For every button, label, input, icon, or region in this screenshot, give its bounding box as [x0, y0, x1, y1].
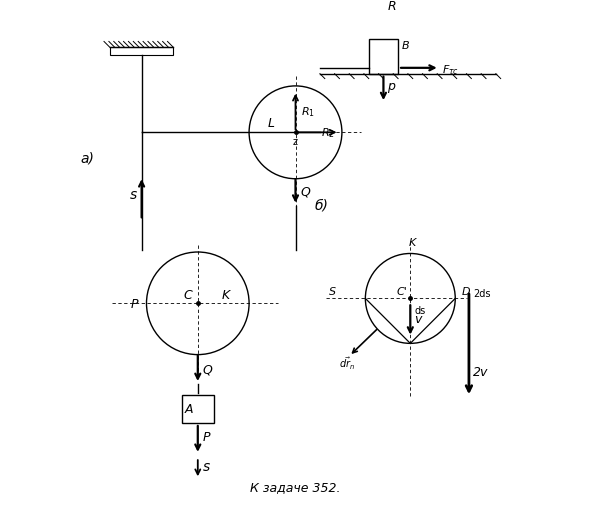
Text: P: P — [203, 430, 210, 443]
Text: P: P — [131, 297, 138, 311]
Text: D: D — [462, 286, 470, 296]
Text: К задаче 352.: К задаче 352. — [250, 480, 341, 493]
Text: K: K — [221, 289, 229, 302]
Text: Q: Q — [203, 363, 213, 375]
Text: $R_1$: $R_1$ — [301, 105, 316, 118]
Text: v: v — [414, 312, 421, 325]
Text: z: z — [293, 137, 298, 147]
Text: S: S — [329, 286, 336, 296]
Text: p: p — [387, 80, 395, 93]
Text: K: K — [408, 237, 416, 247]
Text: C: C — [183, 289, 192, 302]
Text: s: s — [129, 188, 137, 202]
Text: 2ds: 2ds — [473, 288, 491, 298]
Text: $R_2$: $R_2$ — [321, 126, 335, 139]
Text: C': C' — [397, 286, 407, 296]
Text: A: A — [185, 402, 193, 416]
Bar — [182, 395, 214, 423]
Text: 2v: 2v — [473, 366, 488, 378]
Text: B: B — [401, 41, 409, 51]
Text: $d\vec{r}_n$: $d\vec{r}_n$ — [339, 355, 355, 371]
Bar — [369, 40, 398, 75]
Text: $F_{тс}$: $F_{тс}$ — [442, 63, 459, 77]
Text: ds: ds — [414, 306, 426, 316]
Text: б): б) — [315, 197, 329, 212]
Text: s: s — [203, 459, 210, 473]
Text: Q: Q — [300, 185, 310, 198]
Text: R: R — [387, 0, 396, 13]
Text: а): а) — [80, 152, 95, 165]
Bar — [110, 48, 173, 56]
Text: L: L — [267, 117, 274, 130]
